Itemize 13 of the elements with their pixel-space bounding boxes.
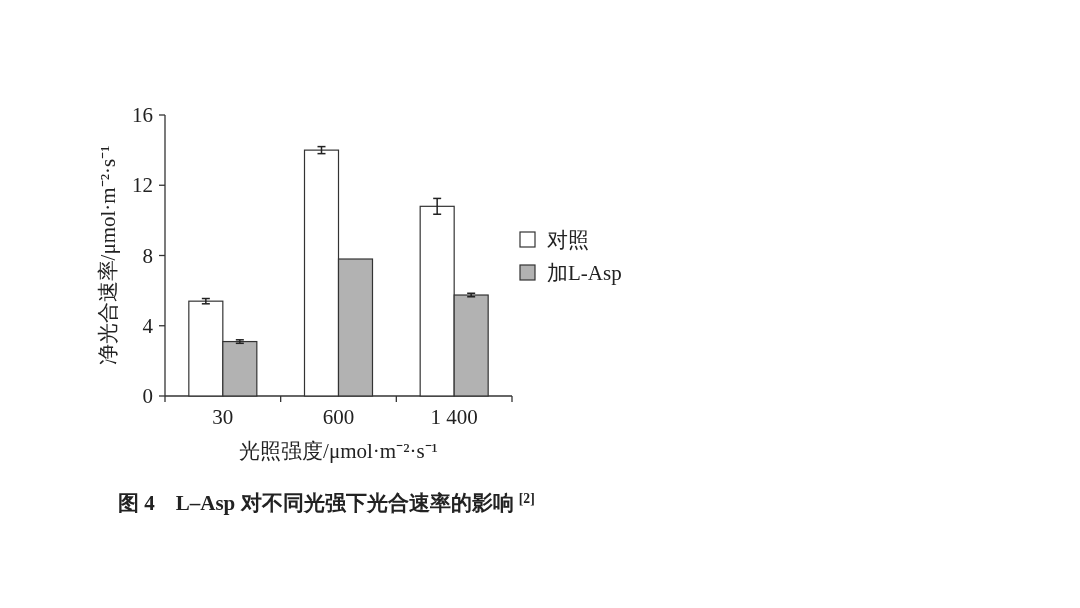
text: 图 4 L–Asp 对不同光强下光合速率的影响 $^{[2]}$ [118,490,535,515]
y-tick-label: 8 [142,243,153,268]
y-tick-label: 4 [142,313,154,338]
x-axis-title: 光照强度/μmol·m⁻²·s⁻¹ [239,439,438,463]
legend-label: 加L-Asp [547,261,622,285]
y-axis-title: 净光合速率/μmol·m⁻²·s⁻¹ [96,145,120,366]
legend-label: 对照 [547,228,589,252]
x-tick-label: 600 [322,405,355,429]
y-tick-label: 12 [132,173,153,198]
x-tick-label: 1 400 [430,405,478,429]
y-tick-label: 16 [132,103,153,127]
y-tick-label: 0 [142,384,153,408]
x-tick-label: 30 [212,405,234,429]
